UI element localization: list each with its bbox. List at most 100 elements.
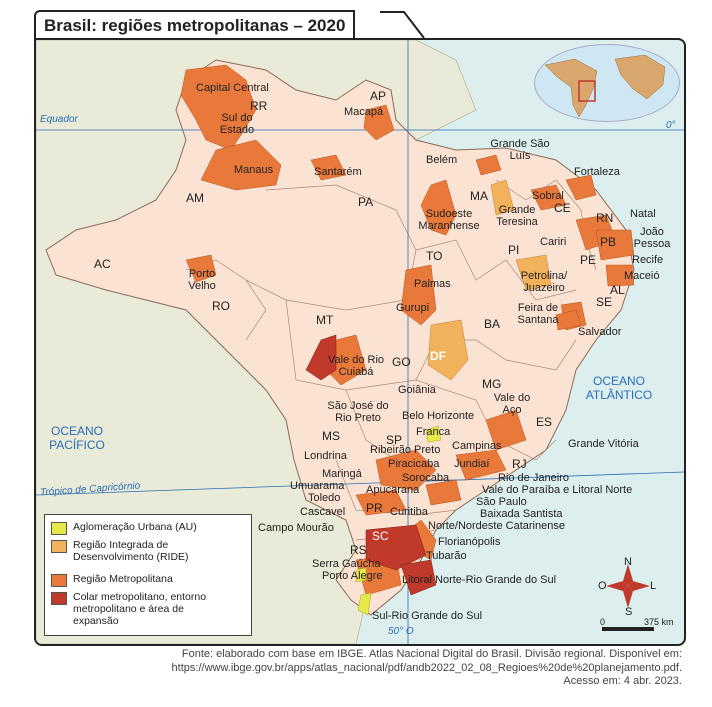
metropolitan-regions	[180, 64, 635, 596]
region-label: Recife	[632, 254, 664, 266]
region-label: Capital Central	[196, 82, 269, 94]
region-label: Tubarão	[426, 550, 467, 562]
legend-swatch	[51, 592, 67, 605]
region-label: Grande São Luís	[490, 138, 550, 162]
region-label: Florianópolis	[438, 536, 501, 548]
legend-swatch	[51, 574, 67, 587]
map-canvas	[36, 40, 684, 644]
region-label: Londrina	[304, 450, 347, 462]
state-label: GO	[392, 355, 411, 369]
region-label: Sobral	[532, 190, 564, 202]
brazil-land	[45, 59, 635, 616]
legend-item: Região Integrada de Desenvolvimento (RID…	[51, 539, 241, 563]
legend-label: Colar metropolitano, entorno metropolita…	[73, 591, 207, 627]
source-note: Fonte: elaborado com base em IBGE. Atlas…	[172, 648, 682, 689]
region-label: Sudoeste Maranhense	[418, 208, 480, 232]
map-frame: Equador 0° Trópico de Capricórnio 50° O …	[34, 38, 686, 646]
region-label: Macapá	[344, 106, 384, 118]
state-label: PI	[508, 243, 520, 257]
region-label: Sul do Estado	[219, 112, 255, 136]
region-label: Grande Teresina	[496, 204, 538, 228]
region-label: Sorocaba	[402, 472, 450, 484]
region-label: Maceió	[624, 270, 660, 282]
region-label: São José do Rio Preto	[327, 400, 389, 424]
source-line: Fonte: elaborado com base em IBGE. Atlas…	[181, 648, 682, 660]
state-label: MG	[482, 377, 502, 391]
source-line: https://www.ibge.gov.br/apps/atlas_nacio…	[171, 661, 682, 674]
region-label: Sul-Rio Grande do Sul	[372, 610, 483, 622]
state-label: RO	[212, 299, 230, 313]
region-label: Porto Velho	[188, 268, 216, 292]
region-label: Vale do Rio Cuiabá	[327, 354, 385, 378]
legend-item: Região Metropolitana	[51, 573, 173, 587]
legend-label: Região Integrada de Desenvolvimento (RID…	[73, 539, 189, 563]
state-label: RS	[350, 543, 367, 557]
region-label: Porto Alegre	[322, 570, 383, 582]
region-label: João Pessoa	[633, 226, 671, 250]
region-label: Cascavel	[300, 506, 346, 518]
region-label: Santarém	[314, 166, 362, 178]
equator-degree-label: 0°	[666, 120, 676, 131]
region-label: Baixada Santista	[480, 508, 563, 520]
ride-regions	[427, 179, 552, 381]
map-title: Brasil: regiões metropolitanas – 2020	[44, 16, 346, 35]
state-label: ES	[536, 415, 553, 429]
region-label: Natal	[630, 208, 656, 220]
scale-zero: 0	[600, 617, 606, 627]
legend-swatch	[51, 522, 67, 535]
state-label: RR	[250, 99, 268, 113]
compass-o: O	[598, 580, 607, 592]
region-label: Belém	[426, 154, 458, 166]
legend-swatch	[51, 540, 67, 553]
region-label: Grande Vitória	[568, 438, 639, 450]
scale-bar	[602, 627, 654, 631]
map-title-tab: Brasil: regiões metropolitanas – 2020	[34, 10, 356, 40]
state-label: TO	[426, 249, 443, 263]
state-label: AP	[370, 89, 387, 103]
region-label: Norte/Nordeste Catarinense	[428, 520, 565, 532]
title-tab-corner	[380, 11, 425, 39]
state-label: MA	[470, 189, 488, 203]
region-label: Goiânia	[398, 384, 436, 396]
compass-rose-icon	[606, 564, 650, 608]
atlantic-ocean-label: OCEANO ATLÂNTICO	[585, 374, 653, 402]
state-label: SC	[372, 529, 389, 543]
region-label: Belo Horizonte	[402, 410, 475, 422]
region-label: Curitiba	[390, 506, 428, 518]
region-label: Fortaleza	[574, 166, 620, 178]
region-label: Campo Mourão	[258, 522, 334, 534]
state-label: BA	[484, 317, 501, 331]
region-label: Rio de Janeiro	[498, 472, 569, 484]
map-legend: Aglomeração Urbana (AU) Região Integrada…	[44, 514, 252, 636]
state-label: AL	[610, 283, 625, 297]
region-label: Maringá	[322, 468, 362, 480]
region-label: Litoral Norte-Rio Grande do Sul	[402, 574, 557, 586]
state-label: RJ	[512, 457, 527, 471]
pacific-ocean-label: OCEANO PACÍFICO	[49, 424, 105, 452]
region-label: Vale do Aço	[493, 392, 531, 416]
state-label: PR	[366, 501, 383, 515]
legend-item: Aglomeração Urbana (AU)	[51, 521, 197, 535]
state-label: RN	[596, 211, 614, 225]
state-label: MT	[316, 313, 334, 327]
legend-label: Região Metropolitana	[73, 573, 173, 585]
state-label: AM	[186, 191, 204, 205]
region-label: Feira de Santana	[517, 302, 559, 326]
region-label: Palmas	[414, 278, 451, 290]
compass-l: L	[650, 580, 657, 592]
region-label: Petrolina/ Juazeiro	[520, 270, 568, 294]
state-label: PE	[580, 253, 597, 267]
equator-label: Equador	[40, 114, 78, 125]
colar-regions	[305, 334, 437, 596]
region-label: Apucarana	[366, 484, 420, 496]
state-label: CE	[554, 201, 571, 215]
locator-globe	[534, 44, 680, 122]
region-label: Ribeirão Preto	[370, 444, 441, 456]
region-label: Gurupi	[396, 302, 430, 314]
region-label: Salvador	[578, 326, 622, 338]
region-label: São Paulo	[476, 496, 527, 508]
legend-item: Colar metropolitano, entorno metropolita…	[51, 591, 241, 627]
region-label: Cariri	[540, 236, 567, 248]
legend-label: Aglomeração Urbana (AU)	[73, 521, 197, 533]
region-label: Serra Gaúcha	[312, 558, 381, 570]
